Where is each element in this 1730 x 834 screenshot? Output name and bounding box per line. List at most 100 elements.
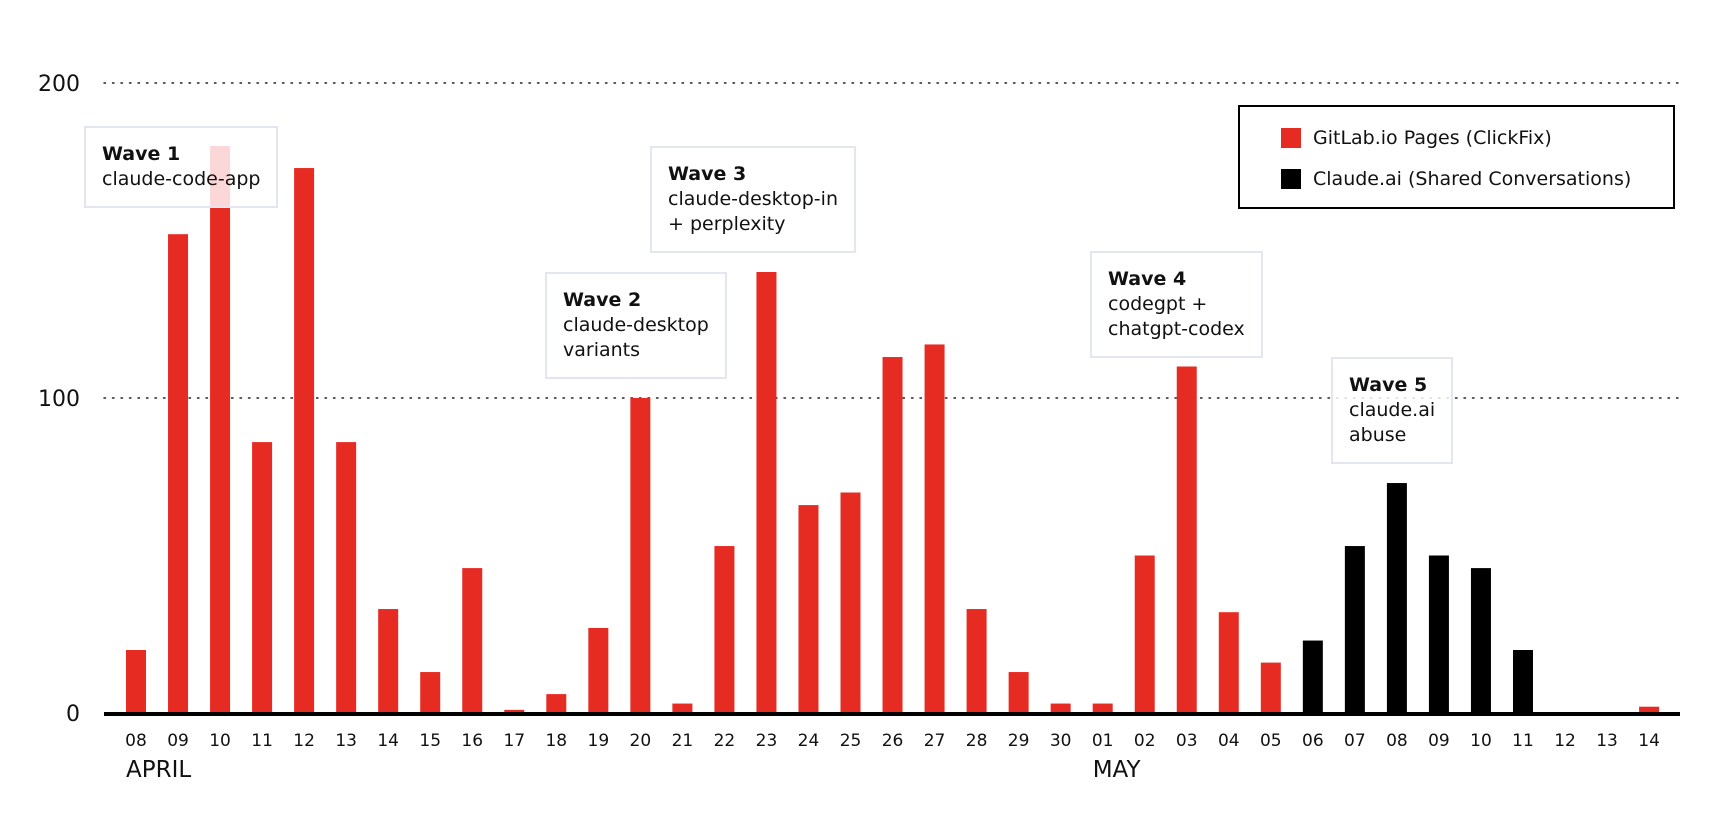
y-axis-ticks: 0 100 200 [38,72,80,727]
bar-series-0-18 [546,694,567,713]
bar-series-0-17 [504,709,525,713]
bar-series-0-13 [336,442,357,713]
x-tick-label: 22 [714,731,736,751]
x-tick-label: 16 [461,731,483,751]
bar-series-0-28 [966,609,987,713]
x-tick-label: 19 [588,731,610,751]
bar-series-0-05 [1260,662,1281,713]
bar-series-0-11 [252,442,273,713]
bar-series-0-04 [1218,612,1239,713]
bar-series-0-30 [1050,703,1071,713]
annotation-wave-1: Wave 1 claude-code-app [84,126,279,208]
bar-series-0-27 [924,344,945,713]
x-tick-label: 13 [1596,731,1618,751]
bar-series-0-29 [1008,672,1029,713]
x-tick-label: 17 [503,731,525,751]
bar-series-0-26 [882,357,903,713]
y-tick-label: 100 [38,387,80,412]
wave-1-text: claude-code-app [102,168,261,190]
x-tick-label: 12 [293,731,315,751]
month-labels: APRIL MAY [126,757,1141,783]
bar-series-0-10 [210,146,231,713]
wave-2-text: claude-desktop variants [563,314,709,361]
x-tick-label: 15 [419,731,441,751]
bar-series-0-03 [1176,366,1197,713]
bar-series-0-09 [168,234,189,713]
wave-4-text: codegpt + chatgpt-codex [1108,293,1245,340]
y-tick-label: 200 [38,72,80,97]
wave-3-title: Wave 3 [668,163,747,185]
legend-item-claude: Claude.ai (Shared Conversations) [1281,168,1631,190]
annotation-wave-2: Wave 2 claude-desktop variants [545,272,727,379]
bar-series-1-11 [1512,650,1533,713]
x-tick-label: 21 [672,731,694,751]
wave-5-text: claude.ai abuse [1349,399,1436,446]
x-tick-label: 08 [125,731,147,751]
x-tick-label: 29 [1008,731,1030,751]
x-tick-label: 28 [966,731,988,751]
x-tick-label: 26 [882,731,904,751]
x-tick-label: 03 [1176,731,1198,751]
x-tick-label: 23 [756,731,778,751]
x-tick-label: 11 [1512,731,1534,751]
bar-series-1-07 [1344,546,1365,713]
x-tick-label: 14 [1638,731,1660,751]
bar-series-1-09 [1428,555,1449,713]
x-tick-label: 27 [924,731,946,751]
month-label: APRIL [126,757,191,783]
x-tick-label: 10 [209,731,231,751]
x-tick-label: 04 [1218,731,1240,751]
bar-series-0-08 [126,650,146,713]
bar-series-1-10 [1470,568,1491,713]
legend: GitLab.io Pages (ClickFix) Claude.ai (Sh… [1238,105,1675,209]
x-tick-label: 01 [1092,731,1114,751]
legend-item-gitlab: GitLab.io Pages (ClickFix) [1281,127,1552,149]
legend-swatch-claude [1281,169,1301,189]
x-tick-label: 11 [251,731,273,751]
bar-series-0-14 [378,609,399,713]
x-axis-ticks: 08 09 10 11 12 13 14 15 16 17 18 19 20 21 22 23 24 25 26 27… [125,731,1660,751]
x-tick-label: 06 [1302,731,1324,751]
bar-series-0-12 [294,168,315,714]
annotation-wave-4: Wave 4 codegpt + chatgpt-codex [1090,251,1263,358]
x-tick-label: 02 [1134,731,1156,751]
x-tick-label: 08 [1386,731,1408,751]
wave-1-title: Wave 1 [102,143,181,165]
x-tick-label: 25 [840,731,862,751]
bar-series-1-08 [1386,483,1407,713]
bar-series-0-22 [714,546,735,713]
x-tick-label: 30 [1050,731,1072,751]
wave-5-title: Wave 5 [1349,374,1428,396]
x-tick-label: 07 [1344,731,1366,751]
x-tick-label: 24 [798,731,820,751]
x-tick-label: 05 [1260,731,1282,751]
wave-2-title: Wave 2 [563,289,642,311]
x-tick-label: 13 [335,731,357,751]
bar-series-0-15 [420,672,441,713]
annotation-wave-5: Wave 5 claude.ai abuse [1331,357,1454,464]
x-tick-label: 12 [1554,731,1576,751]
wave-4-title: Wave 4 [1108,268,1187,290]
bar-series-0-14 [1639,706,1660,713]
legend-label-gitlab: GitLab.io Pages (ClickFix) [1313,127,1552,149]
bar-series-0-01 [1092,703,1113,713]
x-tick-label: 10 [1470,731,1492,751]
x-tick-label: 14 [377,731,399,751]
bar-series-1-06 [1302,640,1323,713]
legend-label-claude: Claude.ai (Shared Conversations) [1313,168,1632,190]
bar-series-0-21 [672,703,693,713]
bar-series-0-25 [840,492,861,713]
wave-3-text: claude-desktop-in + perplexity [668,188,838,235]
legend-swatch-gitlab [1281,128,1301,148]
bar-series-0-24 [798,505,819,713]
bar-series-0-19 [588,627,609,713]
bar-series-0-02 [1134,555,1155,713]
x-tick-label: 09 [1428,731,1450,751]
x-tick-label: 09 [167,731,189,751]
bars [126,146,1660,714]
month-label: MAY [1093,757,1142,783]
x-tick-label: 18 [545,731,567,751]
bar-series-0-16 [462,568,483,713]
annotation-wave-3: Wave 3 claude-desktop-in + perplexity [650,146,856,253]
